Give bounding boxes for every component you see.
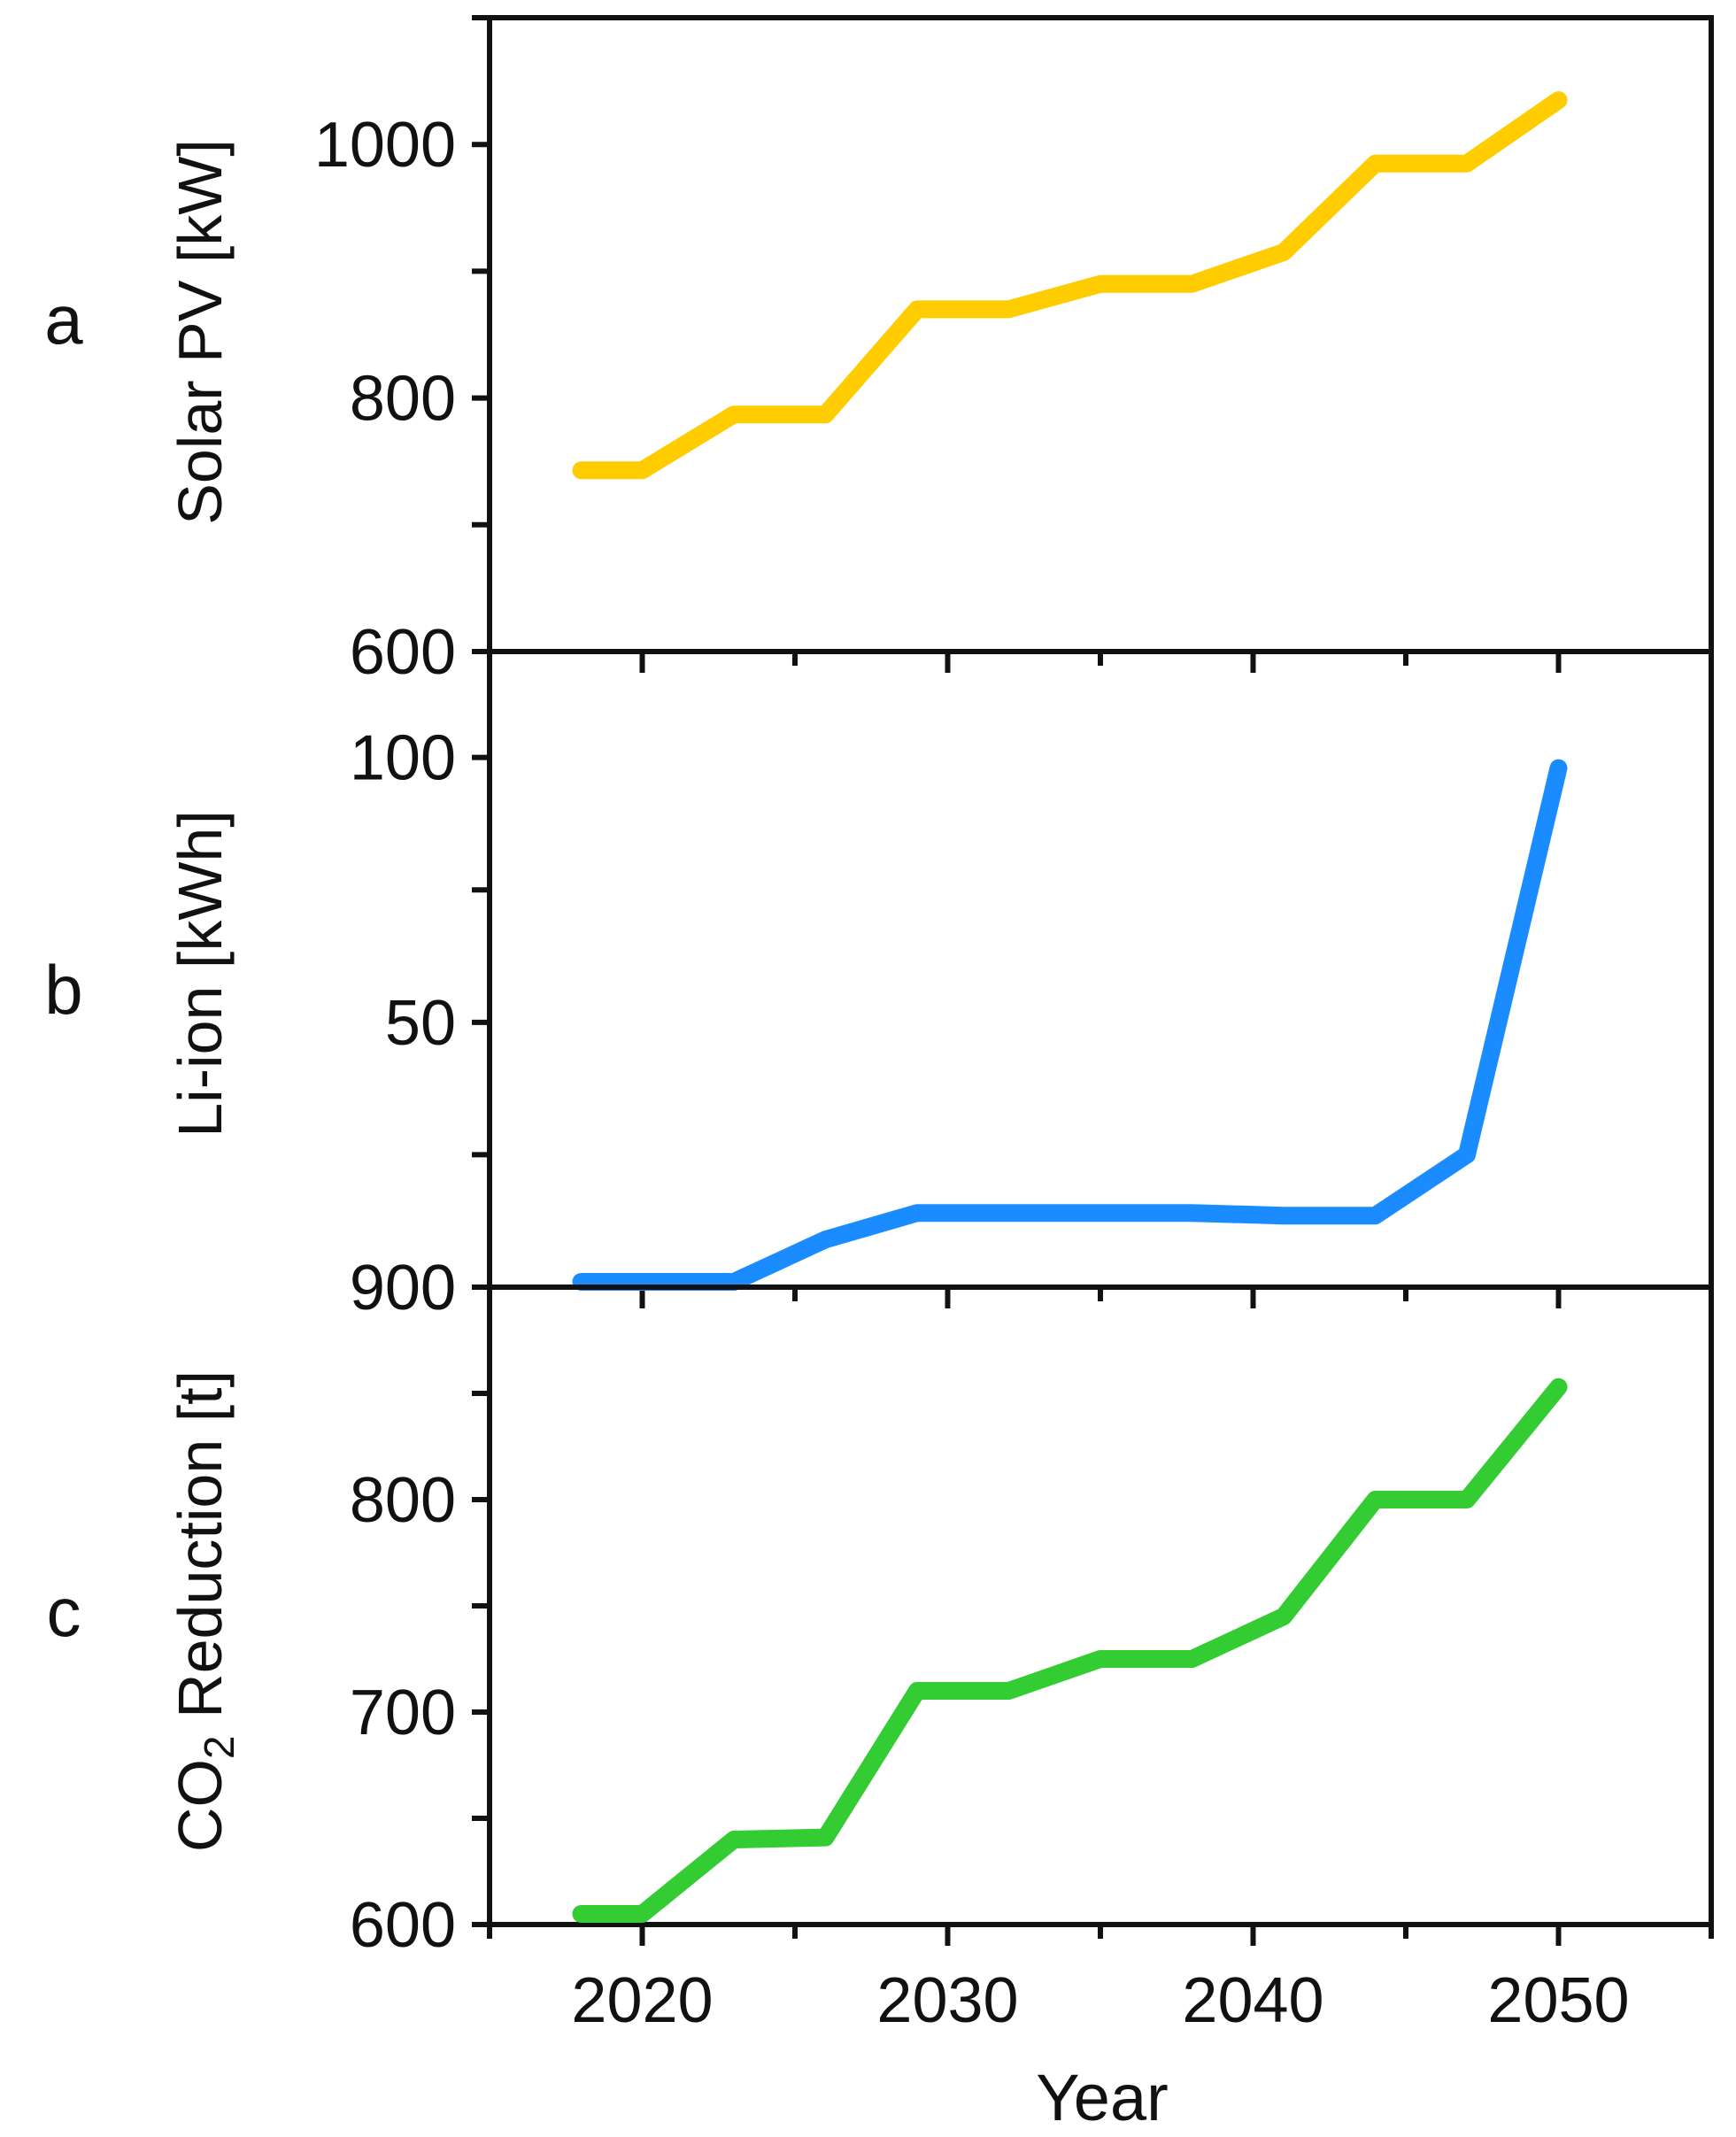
y-tick-label: 100 <box>350 723 456 794</box>
panel-a: 600 800 1000 Solar PV [kW] a <box>44 15 1714 688</box>
panel-c-ylabel-rest: Reduction [t] <box>166 1370 235 1735</box>
x-tick-label: 2030 <box>876 1965 1018 2036</box>
y-tick-label: 600 <box>350 1890 456 1961</box>
panel-c-line <box>572 1377 1568 1923</box>
panel-c-ylabel-co: CO <box>166 1759 235 1852</box>
y-tick-label: 50 <box>385 988 456 1059</box>
x-tick-label: 2050 <box>1487 1965 1629 2036</box>
panel-c-ytick-labels: 600 700 800 900 <box>350 1253 456 1961</box>
x-tick-label: 2040 <box>1182 1965 1323 2036</box>
panel-c-ylabel-subscript: 2 <box>197 1735 243 1759</box>
panel-c: 600 700 800 900 2020 2030 2040 2050 CO2 Reduct… <box>47 1253 1714 2134</box>
panel-a-ytick-labels: 600 800 1000 <box>314 110 456 688</box>
panel-b-ylabel: Li-ion [kWh] <box>166 810 235 1138</box>
panel-a-letter: a <box>44 281 83 359</box>
panel-c-xtick-labels: 2020 2030 2040 2050 <box>571 1965 1629 2036</box>
y-tick-label: 800 <box>350 1465 456 1536</box>
y-tick-label: 700 <box>350 1678 456 1748</box>
panel-c-letter: c <box>47 1573 81 1651</box>
y-tick-label: 0 <box>420 1253 456 1323</box>
panel-b-frame <box>487 649 1714 1290</box>
panel-a-line <box>572 91 1568 480</box>
panel-b-ticks <box>472 754 1714 1308</box>
panel-b-letter: b <box>44 951 82 1029</box>
panel-b-line <box>572 759 1568 1291</box>
panel-c-frame <box>487 1285 1714 1927</box>
y-tick-label: 600 <box>350 617 456 688</box>
y-tick-label: 800 <box>350 364 456 435</box>
panel-c-ticks <box>472 1285 1714 1946</box>
x-tick-label: 2020 <box>571 1965 713 2036</box>
x-axis-title: Year <box>1036 2061 1169 2134</box>
y-tick-label: 900 <box>350 1253 456 1323</box>
panel-b-ytick-labels: 0 50 100 <box>350 723 456 1323</box>
panel-c-ylabel: CO2 Reduction [t] <box>166 1370 243 1852</box>
panel-a-ylabel: Solar PV [kW] <box>166 139 235 525</box>
y-tick-label: 1000 <box>314 110 456 181</box>
panel-b: 0 50 100 Li-ion [kWh] b <box>44 649 1714 1323</box>
